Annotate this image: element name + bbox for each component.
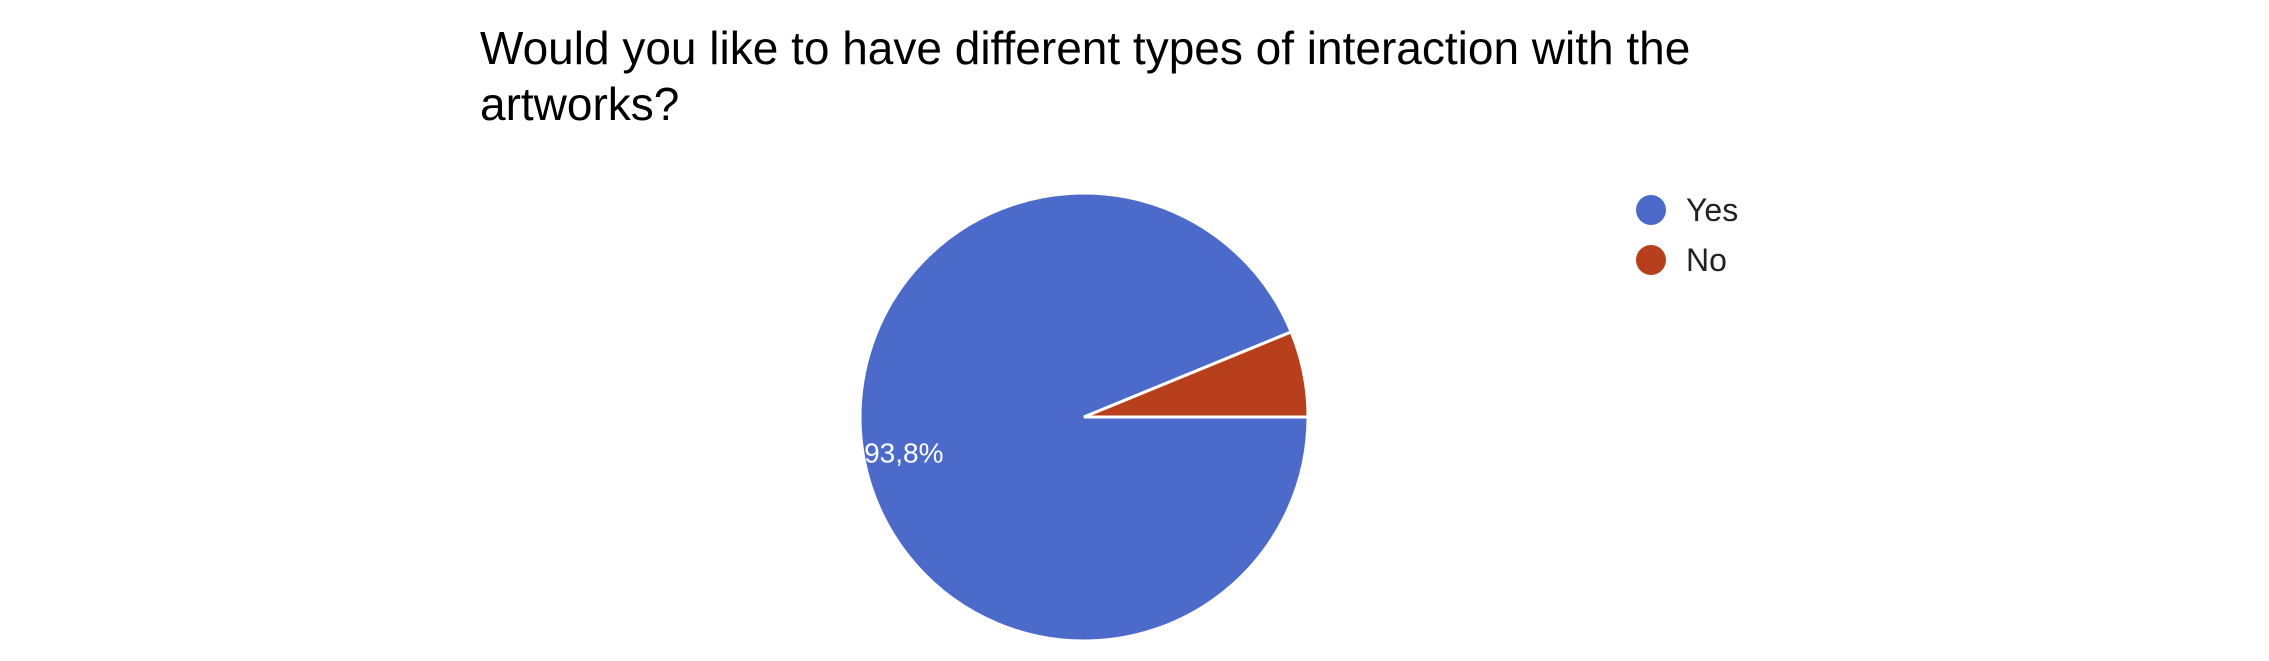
legend-label-yes: Yes bbox=[1686, 191, 1739, 228]
legend-item-no: No bbox=[1636, 235, 1738, 285]
slice-label-yes: 93,8% bbox=[864, 438, 943, 469]
legend-item-yes: Yes bbox=[1636, 185, 1738, 235]
pie-slice-yes bbox=[858, 191, 1310, 643]
pie-slices bbox=[858, 191, 1310, 643]
legend-swatch-no bbox=[1636, 245, 1666, 275]
pie-slice-no bbox=[1083, 329, 1310, 419]
chart-title: Would you like to have different types o… bbox=[480, 22, 1691, 130]
legend-label-no: No bbox=[1686, 241, 1727, 278]
legend-swatch-yes bbox=[1636, 195, 1666, 225]
chart-legend: Yes No bbox=[1636, 185, 1738, 285]
pie-labels: 93,8% bbox=[864, 438, 943, 469]
